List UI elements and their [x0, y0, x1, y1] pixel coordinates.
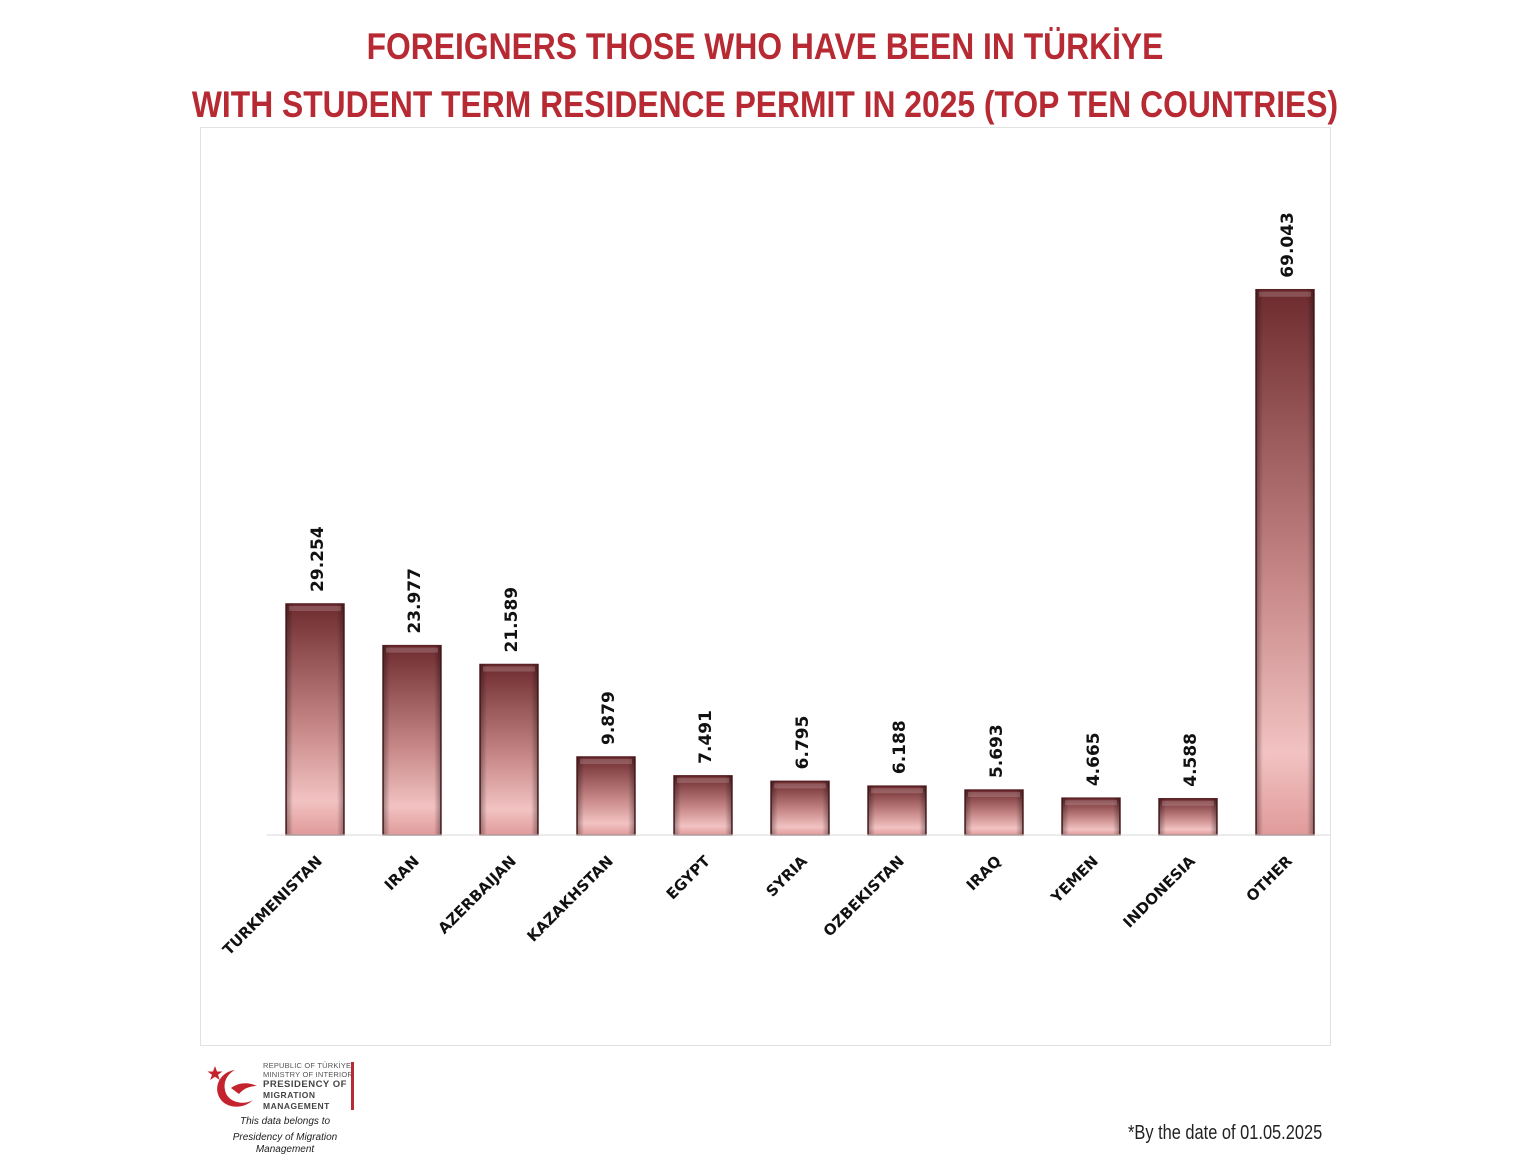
- bar-group: 6.795 SYRIA: [762, 716, 830, 901]
- presidency-logo: REPUBLIC OF TÜRKİYE MINISTRY OF INTERIOR…: [205, 1060, 365, 1155]
- bar-bevel-highlight: [1259, 291, 1311, 297]
- bar-value-label: 23.977: [405, 568, 425, 634]
- bar-group: 29.254 TURKMENISTAN: [219, 526, 345, 959]
- data-ownership-line2: Presidency of Migration Management: [232, 1132, 338, 1155]
- bar-bevel-shade: [577, 756, 635, 835]
- logo-line-republic: REPUBLIC OF TÜRKİYE: [263, 1061, 352, 1070]
- bar-bevel-shade: [965, 790, 1023, 835]
- logo-line-ministry: MINISTRY OF INTERIOR: [263, 1070, 353, 1079]
- bar-bevel-highlight: [871, 788, 923, 794]
- bar-bevel-shade: [868, 786, 926, 835]
- bar-bevel-shade: [286, 603, 344, 835]
- chart-title-line1: FOREIGNERS THOSE WHO HAVE BEEN IN TÜRKİY…: [366, 26, 1164, 67]
- category-label: IRAQ: [963, 852, 1005, 894]
- bar-value-label: 4.588: [1181, 733, 1201, 787]
- logo-line-migration: MIGRATION MANAGEMENT: [263, 1090, 330, 1111]
- bar-bevel-shade: [674, 775, 732, 835]
- bar-value-label: 29.254: [308, 526, 328, 592]
- bar-group: 5.693 IRAQ: [963, 724, 1024, 894]
- bar-group: 9.879 KAZAKHSTAN: [524, 691, 636, 945]
- bar-bevel-highlight: [774, 783, 826, 789]
- chart-title-line2: WITH STUDENT TERM RESIDENCE PERMIT IN 20…: [191, 84, 1339, 125]
- bar-bevel-highlight: [1162, 800, 1214, 806]
- bar-value-label: 21.589: [502, 587, 522, 653]
- category-label: OZBEKISTAN: [820, 852, 908, 940]
- chart-frame: [200, 127, 1331, 1046]
- logo-text: REPUBLIC OF TÜRKİYE MINISTRY OF INTERIOR…: [263, 1061, 365, 1112]
- bar-value-label: 9.879: [599, 691, 619, 745]
- category-label: SYRIA: [762, 852, 811, 901]
- bar-value-label: 6.795: [793, 716, 813, 770]
- bar-bevel-highlight: [289, 605, 341, 611]
- category-label: AZERBAIJAN: [435, 852, 520, 937]
- bar-bevel-shade: [1256, 289, 1314, 835]
- bar-value-label: 4.665: [1084, 732, 1104, 786]
- bar-bevel-shade: [383, 645, 441, 835]
- bar-group: 6.188 OZBEKISTAN: [820, 720, 927, 940]
- category-label: KAZAKHSTAN: [524, 852, 617, 945]
- bar-group: 21.589 AZERBAIJAN: [435, 587, 539, 937]
- bar-bevel-highlight: [968, 792, 1020, 798]
- logo-divider: [351, 1062, 354, 1110]
- logo-line-presidency: PRESIDENCY OF: [263, 1079, 347, 1090]
- bar-bevel-highlight: [1065, 800, 1117, 806]
- bar-value-label: 6.188: [890, 720, 910, 774]
- category-label: IRAN: [381, 852, 423, 894]
- category-label: INDONESIA: [1120, 852, 1200, 932]
- bar-value-label: 5.693: [987, 724, 1007, 778]
- bar-group: 69.043 OTHER: [1243, 212, 1315, 906]
- bar-bevel-highlight: [386, 647, 438, 653]
- category-label: OTHER: [1243, 852, 1297, 906]
- bar-bevel-highlight: [677, 777, 729, 783]
- data-ownership-line1: This data belongs to: [239, 1116, 331, 1127]
- bar-bevel-shade: [771, 781, 829, 835]
- bar-bevel-shade: [1159, 798, 1217, 835]
- bar-value-label: 69.043: [1278, 212, 1298, 278]
- category-label: YEMEN: [1047, 852, 1102, 907]
- bar-group: 23.977 IRAN: [381, 568, 442, 894]
- bar-group: 4.665 YEMEN: [1047, 732, 1121, 907]
- crescent-star-bird-icon: [207, 1066, 257, 1107]
- bar-bevel-shade: [1062, 798, 1120, 835]
- category-label: TURKMENISTAN: [219, 852, 326, 959]
- bar-bevel-shade: [480, 664, 538, 835]
- bar-value-label: 7.491: [696, 710, 716, 764]
- bar-bevel-highlight: [483, 666, 535, 672]
- bar-group: 4.588 INDONESIA: [1120, 733, 1218, 932]
- bar-group: 7.491 EGYPT: [663, 710, 733, 904]
- category-label: EGYPT: [663, 852, 715, 904]
- bar-bevel-highlight: [580, 758, 632, 764]
- date-note: *By the date of 01.05.2025: [1128, 1122, 1323, 1144]
